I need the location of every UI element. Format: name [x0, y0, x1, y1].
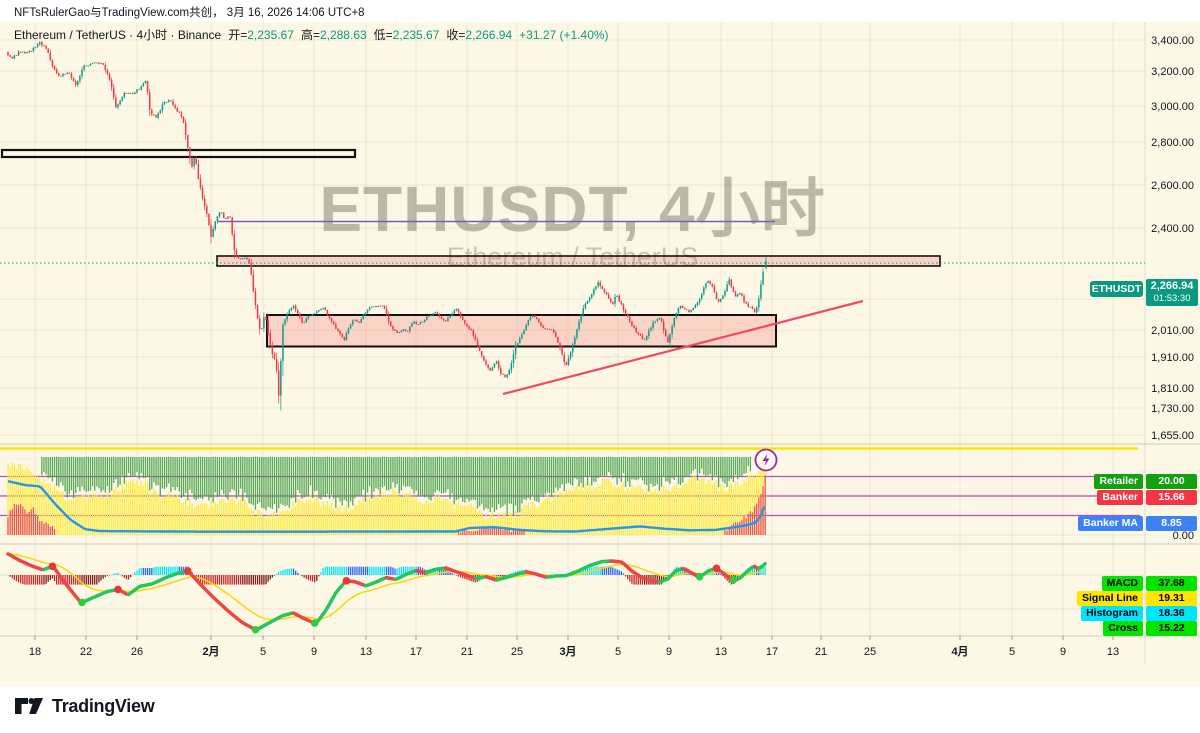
open-value: 2,235.67 — [247, 28, 294, 42]
svg-text:4月: 4月 — [951, 645, 968, 658]
candles-layer — [7, 41, 767, 411]
footer-bar: TradingView — [0, 686, 1200, 733]
banker-ma-value: 8.85 — [1146, 516, 1197, 531]
resistance-band-2800 — [0, 148, 357, 159]
svg-text:1,730.00: 1,730.00 — [1151, 403, 1194, 415]
svg-text:3,000.00: 3,000.00 — [1151, 101, 1194, 113]
cross-tag[interactable]: Cross — [1103, 621, 1143, 636]
macd-tag[interactable]: MACD — [1101, 576, 1143, 591]
svg-text:13: 13 — [1107, 646, 1119, 658]
price-axis-symbol-tag[interactable]: ETHUSDT — [1090, 281, 1143, 297]
histogram-value: 18.36 — [1146, 606, 1197, 621]
banker-tag[interactable]: Banker — [1097, 490, 1143, 505]
tradingview-brand[interactable]: TradingView — [14, 695, 155, 717]
low-label: 低= — [373, 28, 393, 42]
svg-text:22: 22 — [80, 646, 92, 658]
svg-text:2,010.00: 2,010.00 — [1151, 325, 1194, 337]
banker-retailer-layer — [7, 457, 766, 535]
high-label: 高= — [300, 28, 320, 42]
open-label: 开= — [228, 28, 248, 42]
svg-text:17: 17 — [410, 646, 422, 658]
svg-text:13: 13 — [715, 646, 727, 658]
retailer-tag[interactable]: Retailer — [1094, 474, 1143, 489]
svg-text:3月: 3月 — [559, 645, 576, 658]
tradingview-brand-text: TradingView — [52, 695, 155, 716]
svg-text:2,600.00: 2,600.00 — [1151, 180, 1194, 192]
svg-text:21: 21 — [461, 646, 473, 658]
macd-value: 37.68 — [1146, 576, 1197, 591]
svg-text:9: 9 — [311, 646, 317, 658]
share-info-bar: NFTsRulerGao与TradingView.com共创， 3月 16, 2… — [0, 0, 1200, 22]
svg-text:2,800.00: 2,800.00 — [1151, 137, 1194, 149]
lightning-quick-action-icon[interactable] — [752, 446, 780, 474]
bar-countdown: 01:53:30 — [1153, 293, 1191, 304]
chart-canvas[interactable]: 3,600.003,400.003,200.003,000.002,800.00… — [0, 0, 1200, 666]
svg-text:1,655.00: 1,655.00 — [1151, 430, 1194, 442]
svg-text:5: 5 — [1009, 646, 1015, 658]
svg-text:3,200.00: 3,200.00 — [1151, 66, 1194, 78]
svg-text:5: 5 — [260, 646, 266, 658]
tradingview-logo-icon — [15, 698, 43, 714]
share-info-text: NFTsRulerGao与TradingView.com共创， 3月 16, 2… — [14, 7, 365, 19]
svg-text:9: 9 — [666, 646, 672, 658]
symbol-title[interactable]: Ethereum / TetherUS · 4小时 · Binance — [14, 28, 222, 42]
retailer-value: 20.00 — [1146, 474, 1197, 489]
signal-line-value: 19.31 — [1146, 591, 1197, 606]
svg-text:2,400.00: 2,400.00 — [1151, 223, 1194, 235]
ascending-trend-line — [502, 299, 864, 396]
range-zone-box — [266, 314, 777, 348]
cross-value: 15.22 — [1146, 621, 1197, 636]
close-value: 2,266.94 — [465, 28, 513, 42]
macd-line-layer — [6, 552, 767, 632]
svg-text:9: 9 — [1060, 646, 1066, 658]
high-value: 2,288.63 — [319, 28, 367, 42]
svg-text:17: 17 — [766, 646, 778, 658]
symbol-legend[interactable]: Ethereum / TetherUS · 4小时 · Binance 开=2,2… — [14, 26, 609, 43]
svg-text:25: 25 — [864, 646, 876, 658]
svg-text:26: 26 — [131, 646, 143, 658]
supply-zone-box-upper — [216, 255, 941, 267]
svg-text:1,810.00: 1,810.00 — [1151, 383, 1194, 395]
svg-text:2月: 2月 — [202, 645, 219, 658]
svg-text:18: 18 — [29, 646, 41, 658]
last-price-value: 2,266.94 — [1150, 280, 1194, 292]
svg-text:3,400.00: 3,400.00 — [1151, 35, 1194, 47]
svg-text:25: 25 — [511, 646, 523, 658]
low-value: 2,235.67 — [392, 28, 440, 42]
last-price-label[interactable]: 2,266.94 01:53:30 — [1146, 279, 1198, 306]
macd-signal-line — [7, 553, 766, 621]
svg-text:21: 21 — [815, 646, 827, 658]
banker-ma-tag[interactable]: Banker MA — [1078, 516, 1143, 531]
svg-text:13: 13 — [360, 646, 372, 658]
change-value: +31.27 (+1.40%) — [519, 28, 609, 42]
signal-line-tag[interactable]: Signal Line — [1076, 591, 1143, 606]
histogram-tag[interactable]: Histogram — [1081, 606, 1143, 621]
banker-ma-line — [7, 480, 766, 533]
svg-text:0.00: 0.00 — [1173, 530, 1194, 542]
svg-text:1,910.00: 1,910.00 — [1151, 352, 1194, 364]
svg-text:5: 5 — [615, 646, 621, 658]
banker-value: 15.66 — [1146, 490, 1197, 505]
close-label: 收= — [446, 28, 466, 42]
